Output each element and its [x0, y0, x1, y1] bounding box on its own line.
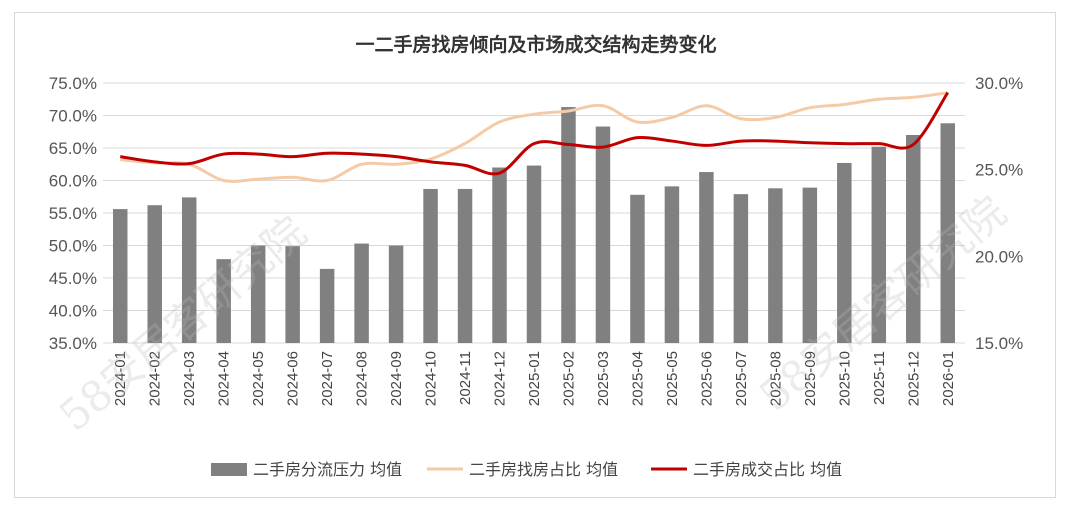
bar: [112, 209, 128, 343]
x-tick-label: 2024-02: [147, 351, 164, 406]
x-tick-label: 2024-05: [250, 351, 267, 406]
left-tick-label: 50.0%: [49, 237, 97, 256]
left-axis: 35.0% 40.0% 45.0% 50.0% 55.0% 60.0% 65.0% 70.0%…: [49, 74, 97, 353]
right-tick-label: 30.0%: [975, 74, 1023, 93]
legend-label: 二手房分流压力 均值: [253, 460, 402, 479]
x-tick-label: 2025-01: [526, 351, 543, 406]
right-tick-label: 15.0%: [975, 334, 1023, 353]
bar: [561, 107, 576, 343]
x-tick-label: 2025-08: [767, 351, 784, 406]
bar: [319, 268, 335, 343]
left-tick-label: 70.0%: [49, 107, 97, 126]
x-tick-label: 2024-04: [216, 351, 233, 406]
bar: [699, 172, 714, 343]
x-tick-label: 2025-11: [871, 351, 888, 405]
right-axis: 15.0% 20.0% 25.0% 30.0%: [975, 74, 1023, 353]
legend-label: 二手房成交占比 均值: [693, 460, 842, 479]
x-axis: 2024-01 2024-02 2024-03 2024-04 2024-05 2024-…: [112, 351, 957, 406]
bar: [768, 188, 783, 343]
legend-swatch: [211, 463, 247, 476]
x-tick-label: 2024-09: [388, 351, 405, 406]
left-tick-label: 65.0%: [49, 139, 97, 158]
x-tick-label: 2025-09: [802, 351, 819, 406]
bar: [802, 187, 818, 343]
x-tick-label: 2025-10: [836, 351, 853, 406]
bar: [837, 162, 852, 343]
bar-series: [112, 107, 956, 343]
x-tick-label: 2024-06: [285, 351, 302, 406]
bar: [492, 167, 507, 343]
bar: [664, 186, 680, 343]
right-tick-label: 25.0%: [975, 161, 1023, 180]
bar: [250, 245, 266, 343]
x-tick-label: 2024-07: [319, 351, 336, 406]
bar: [423, 188, 438, 343]
bar: [733, 194, 749, 343]
x-tick-label: 2025-04: [629, 351, 646, 406]
line-search-share: [120, 91, 948, 183]
bar: [354, 243, 369, 343]
chart-title: 一二手房找房倾向及市场成交结构走势变化: [355, 33, 716, 56]
bar: [906, 135, 921, 343]
bar: [457, 188, 473, 343]
right-tick-label: 20.0%: [975, 247, 1023, 266]
x-tick-label: 2024-01: [112, 351, 129, 406]
left-tick-label: 75.0%: [49, 74, 97, 93]
x-tick-label: 2024-03: [181, 351, 198, 406]
x-tick-label: 2024-12: [492, 351, 509, 406]
line-deal-share: [120, 91, 950, 176]
legend: 二手房分流压力 均值 二手房找房占比 均值 二手房成交占比 均值: [211, 460, 842, 479]
x-tick-label: 2025-12: [905, 351, 922, 406]
bar: [147, 205, 162, 343]
x-tick-label: 2024-11: [457, 351, 474, 405]
chart-frame: 一二手房找房倾向及市场成交结构走势变化 35.0% 40.0% 45.0% 50.0%…: [14, 12, 1056, 498]
bar: [940, 123, 956, 343]
x-tick-label: 2025-03: [595, 351, 612, 406]
line-series: [120, 91, 950, 183]
x-tick-label: 2024-10: [423, 351, 440, 406]
bar: [388, 245, 404, 343]
chart: 一二手房找房倾向及市场成交结构走势变化 35.0% 40.0% 45.0% 50.0%…: [49, 33, 1023, 479]
left-tick-label: 45.0%: [49, 269, 97, 288]
bar: [526, 165, 542, 343]
bar: [216, 259, 231, 343]
left-tick-label: 40.0%: [49, 302, 97, 321]
bar: [630, 194, 645, 343]
bar: [285, 246, 300, 343]
bar: [181, 197, 197, 343]
x-tick-label: 2024-08: [354, 351, 371, 406]
x-tick-label: 2025-02: [560, 351, 577, 406]
x-tick-label: 2025-07: [733, 351, 750, 406]
x-tick-label: 2025-05: [664, 351, 681, 406]
left-tick-label: 60.0%: [49, 172, 97, 191]
x-tick-label: 2026-01: [940, 351, 957, 406]
bar: [595, 126, 611, 343]
left-tick-label: 55.0%: [49, 204, 97, 223]
bar: [871, 146, 887, 343]
left-tick-label: 35.0%: [49, 334, 97, 353]
legend-label: 二手房找房占比 均值: [469, 460, 618, 479]
x-tick-label: 2025-06: [698, 351, 715, 406]
